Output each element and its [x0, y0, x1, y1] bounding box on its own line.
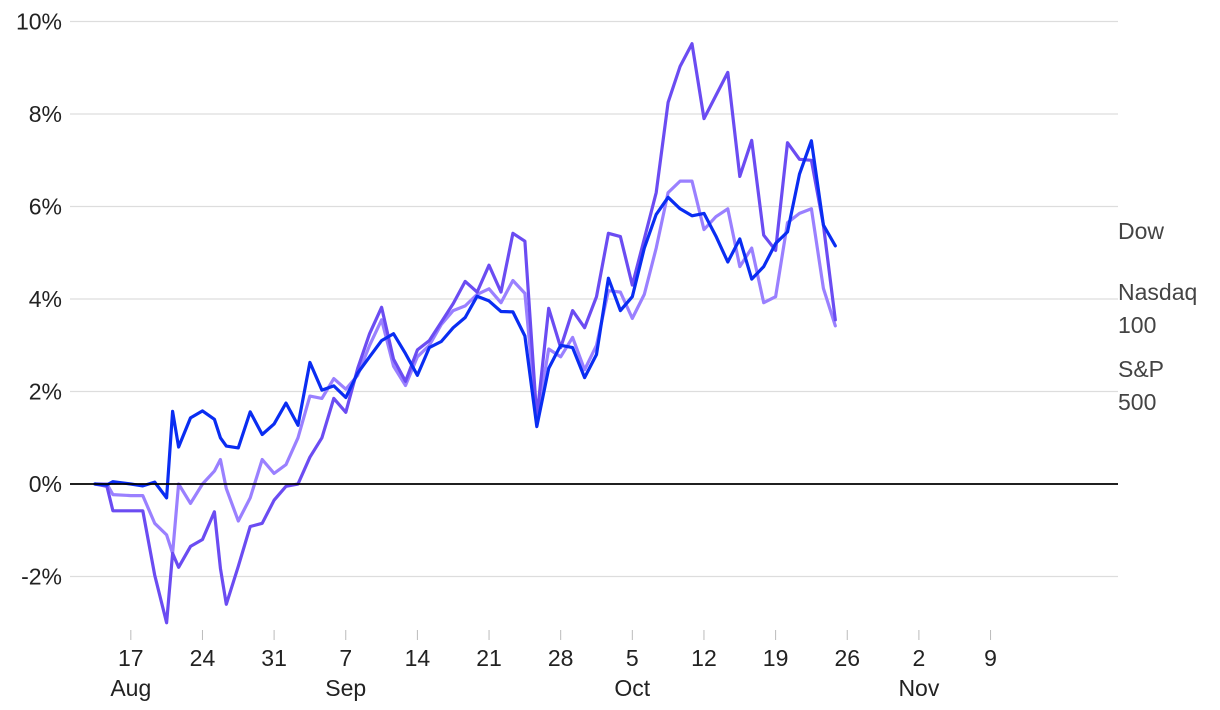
series-line-dow: [93, 139, 837, 500]
x-month-label: Aug: [110, 675, 151, 701]
series-label-s-p-500: S&P: [1118, 356, 1164, 382]
series-label-dow: Dow: [1118, 218, 1164, 244]
x-month-label: Nov: [898, 675, 939, 701]
series-line-s-p-500: [93, 179, 837, 556]
x-tick-label: 9: [984, 645, 997, 671]
x-axis: 17 24 31 7 14 21 28 5 12 19 26 2 9 Aug Sep Oct Nov: [110, 630, 997, 701]
x-tick-label: 7: [339, 645, 352, 671]
y-tick-label: 6%: [29, 194, 62, 220]
x-tick-label: 31: [261, 645, 287, 671]
y-tick-label: -2%: [21, 564, 62, 590]
x-tick-label: 24: [190, 645, 216, 671]
x-tick-label: 19: [763, 645, 789, 671]
y-tick-label: 10%: [16, 9, 62, 35]
x-tick-label: 2: [912, 645, 925, 671]
series-line-nasdaq-100: [93, 42, 837, 625]
x-tick-label: 14: [405, 645, 431, 671]
x-tick-label: 21: [476, 645, 502, 671]
x-tick-label: 17: [118, 645, 144, 671]
x-tick-label: 5: [626, 645, 639, 671]
y-tick-label: 8%: [29, 101, 62, 127]
x-tick-label: 12: [691, 645, 717, 671]
series-label-s-p-500: 500: [1118, 389, 1156, 415]
y-tick-label: 2%: [29, 379, 62, 405]
series-labels: Dow Nasdaq 100 S&P 500: [1118, 218, 1197, 415]
series-label-nasdaq-100: Nasdaq: [1118, 279, 1197, 305]
y-axis: -2% 0% 2% 4% 6% 8% 10%: [16, 9, 62, 590]
x-month-label: Oct: [614, 675, 650, 701]
x-tick-label: 28: [548, 645, 574, 671]
y-tick-label: 0%: [29, 471, 62, 497]
y-tick-label: 4%: [29, 286, 62, 312]
x-tick-label: 26: [834, 645, 860, 671]
series-label-nasdaq-100: 100: [1118, 312, 1156, 338]
series-lines: [70, 42, 1118, 625]
x-month-label: Sep: [325, 675, 366, 701]
